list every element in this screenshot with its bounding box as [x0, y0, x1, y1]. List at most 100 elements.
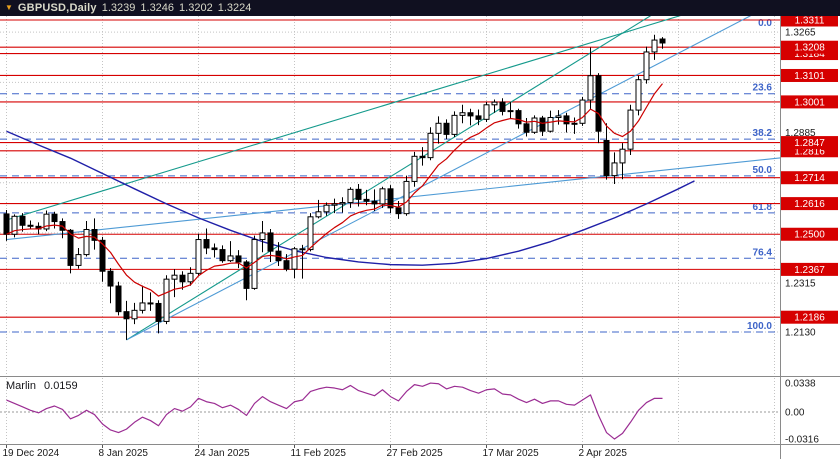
- candle: [299, 248, 306, 251]
- candle: [323, 204, 330, 213]
- candle: [411, 155, 418, 182]
- candle: [283, 260, 290, 270]
- price-axis-tick: 1.2315: [785, 279, 816, 290]
- candlesticks: [3, 34, 666, 340]
- candle: [75, 254, 82, 266]
- candle: [459, 112, 466, 116]
- indicator-name: Marlin: [6, 380, 36, 392]
- indicator-axis-tick: 0.0338: [785, 379, 816, 390]
- price-level-badge-text: 1.2186: [794, 313, 825, 324]
- symbol-period-label: GBPUSD,Daily: [17, 2, 97, 14]
- marlin-line: [6, 382, 663, 440]
- candle: [155, 302, 162, 322]
- chart-title-bar: ▼ GBPUSD,Daily 1.3239 1.3246 1.3202 1.32…: [0, 0, 840, 16]
- candle: [243, 261, 250, 289]
- candle: [83, 228, 90, 256]
- price-axis-tick: 1.3265: [785, 28, 816, 39]
- grid: [0, 16, 780, 444]
- candle: [619, 148, 626, 164]
- candle: [211, 247, 218, 251]
- indicator-value: 0.0159: [44, 380, 78, 392]
- candle: [291, 248, 298, 270]
- candle: [163, 278, 170, 322]
- fibonacci-level-label: 61.8: [753, 202, 773, 213]
- candle: [491, 101, 498, 106]
- price-level-badge: [781, 227, 838, 241]
- candle: [3, 213, 10, 235]
- candle: [467, 112, 474, 117]
- candle: [67, 229, 74, 266]
- candle: [515, 110, 522, 125]
- fibonacci-level-label: 76.4: [753, 247, 773, 258]
- candle: [227, 255, 234, 262]
- fibonacci-retracement[interactable]: 0.0 23.6 38.2 50.0 61.8 76.4 100.0: [0, 18, 780, 333]
- candle: [355, 188, 362, 200]
- fibonacci-level-label: 0.0: [758, 18, 772, 29]
- candle: [443, 122, 450, 135]
- price-axis[interactable]: 1.3265 1.2885 1.2315 1.2130 1.2186 1.2367 1.25…: [781, 13, 838, 446]
- candle: [123, 311, 130, 320]
- candle: [419, 155, 426, 159]
- candle: [235, 255, 242, 263]
- candle: [539, 117, 546, 132]
- candle: [483, 104, 490, 120]
- price-level-badge-text: 1.2816: [794, 146, 825, 157]
- candle: [19, 215, 26, 226]
- candle: [435, 122, 442, 134]
- time-axis-label: 27 Feb 2025: [387, 448, 444, 459]
- candle: [139, 302, 146, 311]
- moving-average-slow: [6, 130, 695, 266]
- trendlines[interactable]: [6, 0, 783, 341]
- candle: [131, 309, 138, 320]
- time-axis-label: 8 Jan 2025: [99, 448, 149, 459]
- price-level-badge-text: 1.2500: [794, 230, 825, 241]
- candle: [11, 215, 18, 235]
- time-axis-label: 24 Jan 2025: [195, 448, 250, 459]
- price-level-badge-text: 1.3208: [794, 43, 825, 54]
- candle: [147, 302, 154, 305]
- candle: [187, 272, 194, 283]
- candle: [651, 39, 658, 53]
- candle: [307, 216, 314, 251]
- price-level-badge-text: 1.2847: [794, 138, 825, 149]
- ohlc-open-value: 1.3239: [101, 2, 136, 14]
- candle: [51, 213, 58, 223]
- moving-average-fast: [6, 83, 663, 297]
- price-axis-tick: 1.2130: [785, 327, 816, 338]
- price-level-badge: [781, 262, 838, 276]
- candle: [91, 228, 98, 241]
- candle: [179, 274, 186, 283]
- price-level-badge-text: 1.2367: [794, 265, 825, 276]
- fibonacci-level-label: 23.6: [753, 83, 773, 94]
- panel-separator[interactable]: [0, 16, 840, 459]
- indicator-axis-tick: 0.00: [785, 408, 805, 419]
- symbol-dropdown-icon[interactable]: ▼: [5, 3, 13, 12]
- price-level-badge-text: 1.2714: [794, 173, 825, 184]
- time-axis-label: 2 Apr 2025: [579, 448, 628, 459]
- candle: [531, 117, 538, 133]
- fibonacci-level-label: 38.2: [753, 128, 773, 139]
- price-level-badge: [781, 171, 838, 185]
- price-level-badge: [781, 95, 838, 109]
- candle: [267, 232, 274, 252]
- fibonacci-level-label: 50.0: [753, 165, 773, 176]
- candle: [115, 285, 122, 313]
- candle: [219, 249, 226, 262]
- indicator-label: Marlin 0.0159: [6, 380, 78, 392]
- candle: [331, 203, 338, 206]
- price-level-badge-text: 1.3001: [794, 97, 825, 108]
- candle: [107, 270, 114, 287]
- candle: [475, 115, 482, 120]
- ohlc-high-value: 1.3246: [140, 2, 175, 14]
- trendline: [6, 157, 780, 241]
- time-axis[interactable]: 19 Dec 2024 8 Jan 2025 24 Jan 2025 11 Feb 2…: [3, 445, 628, 459]
- candle: [347, 188, 354, 204]
- candle: [603, 139, 610, 177]
- marlin-panel: [0, 382, 780, 440]
- price-axis-tick: 1.2885: [785, 128, 816, 139]
- candle: [339, 202, 346, 205]
- candle: [563, 115, 570, 125]
- price-level-badge-text: 1.3311: [795, 16, 825, 27]
